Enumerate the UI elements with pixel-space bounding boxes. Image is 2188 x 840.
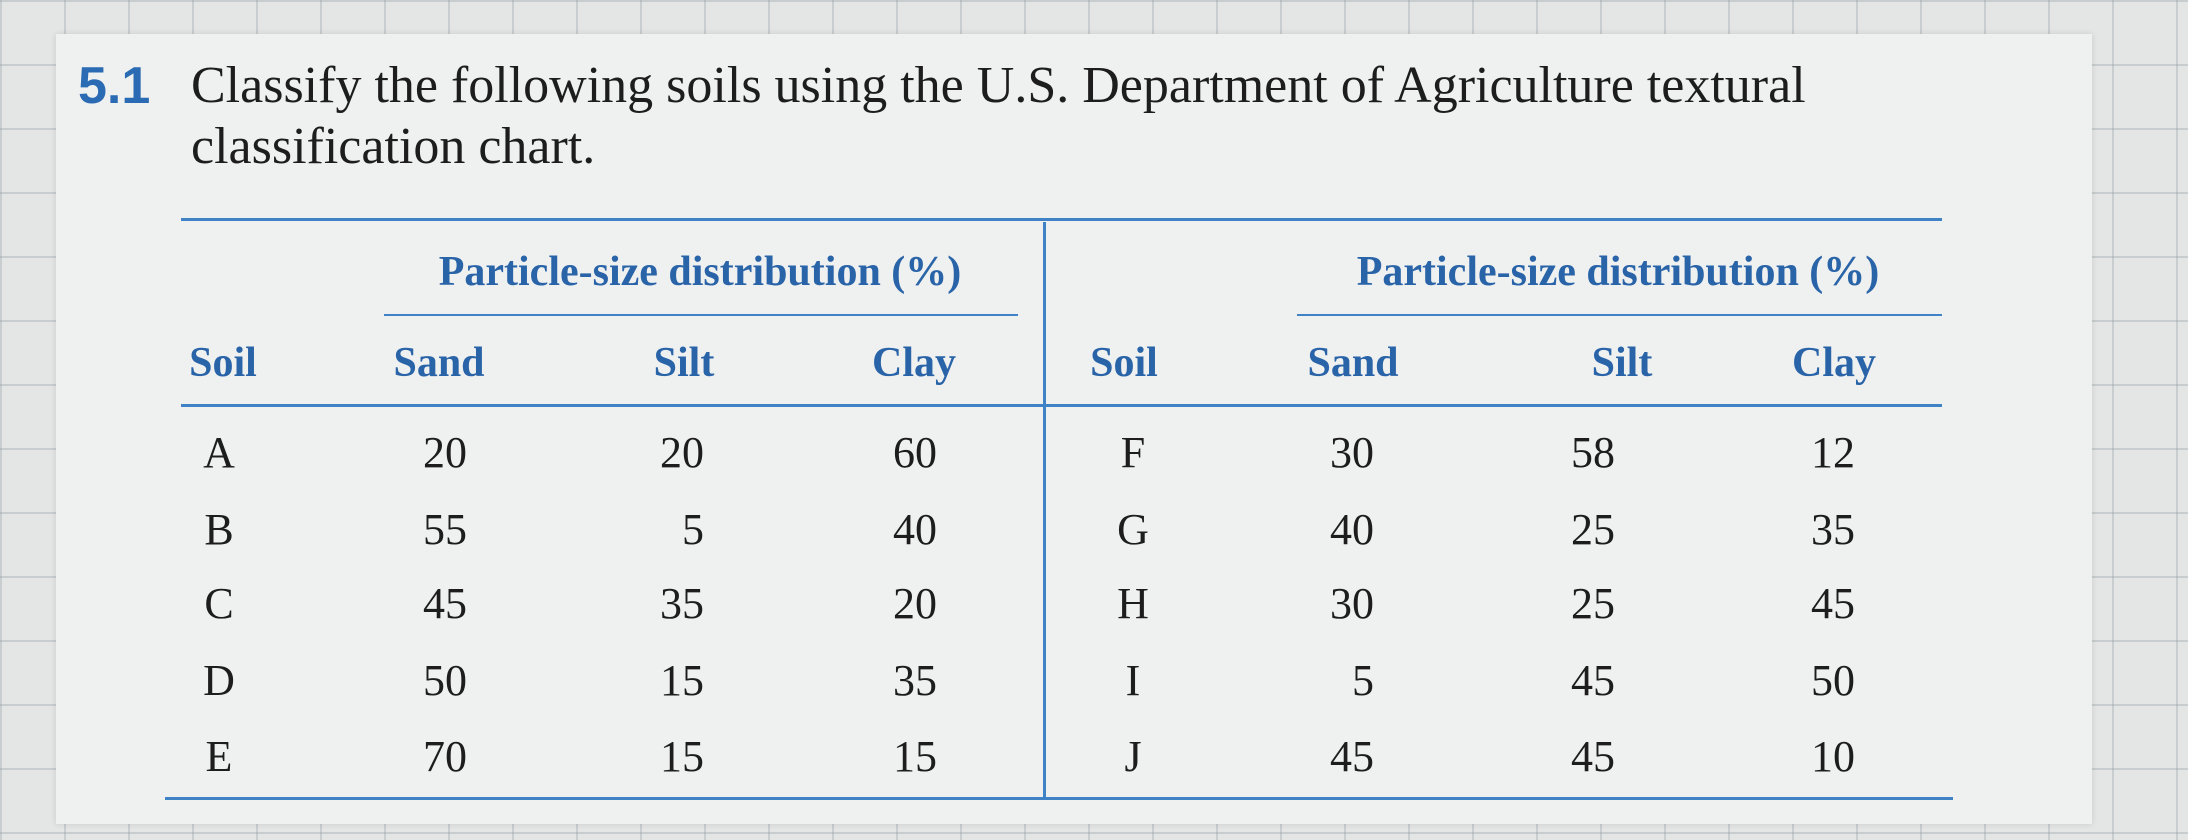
soil-label: A — [203, 428, 235, 477]
table-cell: 20 — [893, 579, 937, 628]
table-cell: 10 — [1811, 732, 1855, 781]
table-cell: 45 — [1330, 732, 1374, 781]
table-cell: 35 — [660, 579, 704, 628]
table-cell: 45 — [1571, 656, 1615, 705]
table-cell: 5 — [1352, 656, 1374, 705]
table-cell: 5 — [682, 505, 704, 554]
table-cell: 40 — [893, 505, 937, 554]
table-cell: 15 — [660, 732, 704, 781]
soil-label: D — [203, 656, 235, 705]
table-cell: 25 — [1571, 579, 1615, 628]
bottom-rule — [165, 797, 1953, 800]
table-cell: 50 — [1811, 656, 1855, 705]
column-header: Clay — [1792, 340, 1876, 386]
soil-label: C — [204, 579, 234, 628]
column-header: Silt — [1591, 340, 1653, 386]
table-cell: 35 — [1811, 505, 1855, 554]
table-cell: 60 — [893, 428, 937, 477]
table-cell: 45 — [1571, 732, 1615, 781]
soil-label: J — [1124, 732, 1142, 781]
group-header: Particle-size distribution (%) — [1356, 249, 1880, 295]
column-divider — [1043, 222, 1046, 798]
table-cell: 40 — [1330, 505, 1374, 554]
group-underline — [384, 314, 1018, 316]
soil-label: F — [1120, 428, 1146, 477]
table-cell: 50 — [423, 656, 467, 705]
table-cell: 12 — [1811, 428, 1855, 477]
table-cell: 30 — [1330, 579, 1374, 628]
soil-label: E — [205, 732, 233, 781]
table-cell: 35 — [893, 656, 937, 705]
group-header: Particle-size distribution (%) — [438, 249, 962, 295]
page-panel — [56, 34, 2092, 824]
table-cell: 45 — [423, 579, 467, 628]
problem-text: classification chart. — [191, 118, 596, 175]
column-header: Soil — [189, 340, 257, 386]
header-rule — [181, 404, 1942, 407]
table-cell: 70 — [423, 732, 467, 781]
column-header: Silt — [653, 340, 715, 386]
table-cell: 20 — [423, 428, 467, 477]
top-rule — [181, 218, 1942, 221]
group-underline — [1297, 314, 1942, 316]
column-header: Clay — [872, 340, 956, 386]
soil-label: I — [1125, 656, 1141, 705]
column-header: Sand — [1307, 340, 1399, 386]
table-cell: 15 — [660, 656, 704, 705]
table-cell: 20 — [660, 428, 704, 477]
table-cell: 45 — [1811, 579, 1855, 628]
table-cell: 25 — [1571, 505, 1615, 554]
soil-label: H — [1117, 579, 1149, 628]
table-cell: 30 — [1330, 428, 1374, 477]
table-cell: 15 — [893, 732, 937, 781]
table-cell: 55 — [423, 505, 467, 554]
column-header: Soil — [1090, 340, 1158, 386]
column-header: Sand — [393, 340, 485, 386]
soil-label: G — [1117, 505, 1149, 554]
soil-label: B — [204, 505, 234, 554]
problem-text: Classify the following soils using the U… — [191, 57, 1806, 114]
problem-number: 5.1 — [78, 57, 151, 115]
table-cell: 58 — [1571, 428, 1615, 477]
